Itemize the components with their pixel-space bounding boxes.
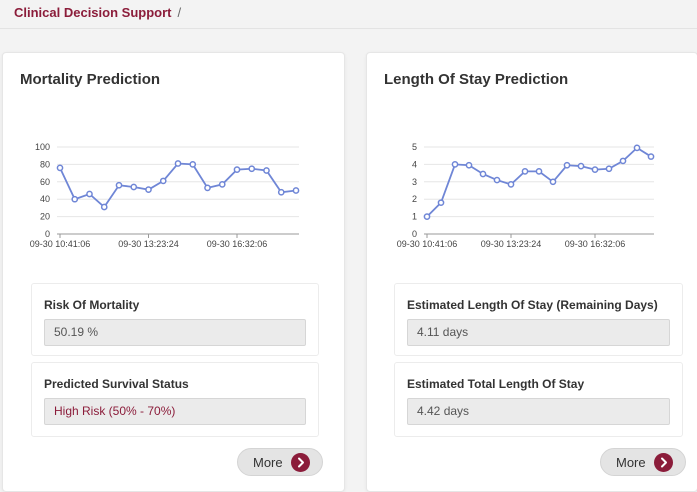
breadcrumb-current[interactable]: Clinical Decision Support (14, 5, 172, 20)
data-point (493, 176, 501, 184)
data-point (591, 166, 599, 173)
field-label: Estimated Total Length Of Stay (407, 377, 585, 391)
y-tick-label: 60 (40, 177, 50, 187)
data-point (263, 167, 270, 174)
data-point (100, 203, 108, 211)
data-point (619, 157, 627, 165)
x-tick-label: 09-30 16:32:06 (565, 239, 626, 249)
total-stay-box: Estimated Total Length Of Stay 4.42 days (394, 362, 683, 437)
x-tick-label: 09-30 13:23:24 (118, 239, 179, 249)
data-point (549, 178, 557, 186)
y-tick-label: 3 (412, 177, 417, 187)
total-stay-field[interactable]: 4.42 days (407, 398, 670, 425)
data-point (605, 165, 613, 173)
data-point (465, 161, 473, 169)
data-point (277, 188, 285, 196)
y-tick-label: 1 (412, 212, 417, 222)
y-tick-label: 20 (40, 212, 50, 222)
x-tick-label: 09-30 13:23:24 (481, 239, 542, 249)
x-tick-label: 09-30 10:41:06 (397, 239, 458, 249)
data-point (145, 186, 152, 193)
card-title: Length Of Stay Prediction (384, 71, 569, 88)
data-point (218, 181, 226, 188)
header-divider (0, 28, 697, 29)
data-point (507, 181, 515, 188)
data-point (86, 190, 93, 198)
data-point (633, 144, 641, 152)
data-point (174, 160, 182, 167)
chevron-right-icon (291, 453, 310, 472)
x-tick-label: 09-30 10:41:06 (30, 239, 91, 249)
breadcrumb: Clinical Decision Support / (14, 5, 181, 20)
data-point (521, 168, 529, 175)
risk-of-mortality-box: Risk Of Mortality 50.19 % (31, 283, 319, 356)
length-of-stay-chart: 0 1 2 3 4 5 09-30 10:41:06 09-30 13:23:24 09-30 … (397, 142, 655, 249)
survival-status-field[interactable]: High Risk (50% - 70%) (44, 398, 306, 425)
x-tick-label: 09-30 16:32:06 (207, 239, 268, 249)
field-label: Risk Of Mortality (44, 298, 140, 312)
more-button[interactable]: More (237, 448, 323, 476)
more-button-label: More (253, 455, 283, 470)
data-point (577, 162, 585, 170)
data-point (535, 168, 543, 175)
field-label: Estimated Length Of Stay (Remaining Days… (407, 298, 658, 312)
risk-of-mortality-field[interactable]: 50.19 % (44, 319, 306, 346)
data-point (159, 177, 167, 185)
survival-status-box: Predicted Survival Status High Risk (50%… (31, 362, 319, 437)
data-point (563, 161, 571, 169)
breadcrumb-separator: / (177, 5, 182, 20)
data-point (437, 199, 445, 207)
data-point (189, 161, 197, 168)
data-point (56, 164, 64, 172)
data-point (71, 195, 79, 203)
data-point (233, 166, 241, 173)
y-tick-label: 2 (412, 194, 417, 204)
y-tick-label: 0 (45, 229, 50, 239)
y-tick-label: 80 (40, 159, 50, 169)
data-point (479, 170, 487, 178)
more-button[interactable]: More (600, 448, 686, 476)
data-point (423, 213, 431, 220)
remaining-stay-field[interactable]: 4.11 days (407, 319, 670, 346)
mortality-chart: 0 20 40 60 80 100 09-30 10:41:06 09-30 13:23:24… (30, 142, 300, 249)
length-of-stay-card: Length Of Stay Prediction 0 1 2 3 4 5 09-30 10… (366, 52, 697, 492)
data-point (248, 165, 256, 173)
data-point (451, 161, 459, 168)
y-tick-label: 5 (412, 142, 417, 152)
data-point (115, 181, 123, 189)
chevron-right-icon (654, 453, 673, 472)
data-point (204, 184, 211, 192)
remaining-stay-box: Estimated Length Of Stay (Remaining Days… (394, 283, 683, 356)
card-title: Mortality Prediction (20, 71, 161, 88)
y-tick-label: 40 (40, 194, 50, 204)
data-point (292, 187, 300, 194)
data-point (647, 153, 655, 160)
mortality-card: Mortality Prediction 0 20 40 60 80 100 09-30 1… (2, 52, 345, 492)
more-button-label: More (616, 455, 646, 470)
y-tick-label: 0 (412, 229, 417, 239)
y-tick-label: 4 (412, 159, 417, 169)
data-point (130, 183, 138, 191)
series-line (59, 162, 297, 209)
y-tick-label: 100 (35, 142, 50, 152)
field-label: Predicted Survival Status (44, 377, 189, 391)
